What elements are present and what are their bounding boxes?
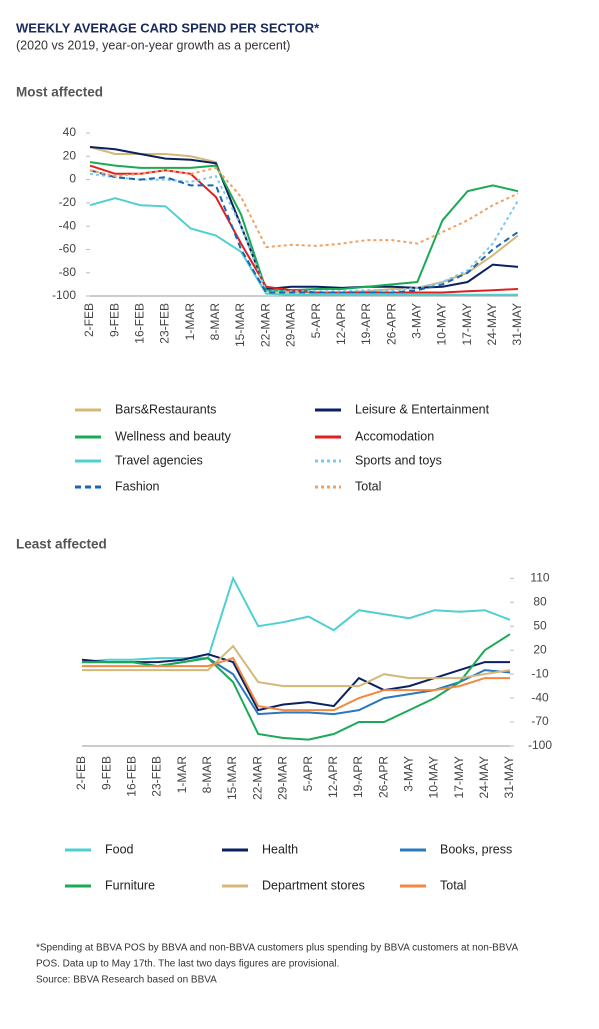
series-line	[89, 161, 519, 292]
x-tick-label: 9-FEB	[107, 303, 121, 337]
legend-label: Food	[105, 842, 134, 856]
series-line	[89, 169, 519, 294]
x-tick-label: 19-APR	[359, 303, 373, 345]
footnote: POS. Data up to May 17th. The last two d…	[36, 959, 339, 970]
x-tick-label: 24-MAY	[477, 756, 491, 798]
x-tick-label: 12-APR	[334, 303, 348, 345]
y-tick-label: 20	[533, 642, 547, 656]
legend-label: Department stores	[262, 878, 365, 892]
legend-label: Travel agencies	[115, 453, 203, 467]
legend-label: Wellness and beauty	[115, 429, 232, 443]
x-tick-label: 15-MAR	[233, 303, 247, 347]
x-tick-label: 19-APR	[351, 756, 365, 798]
legend-label: Furniture	[105, 878, 155, 892]
series-line	[89, 146, 519, 291]
legend-label: Accomodation	[355, 429, 434, 443]
y-tick-label: -20	[59, 195, 77, 209]
x-tick-label: 1-MAR	[183, 303, 197, 341]
x-tick-label: 17-MAY	[460, 303, 474, 345]
x-tick-label: 31-MAY	[502, 756, 516, 798]
x-tick-label: 24-MAY	[485, 303, 499, 345]
y-tick-label: 40	[63, 125, 77, 139]
x-tick-label: 31-MAY	[510, 303, 524, 345]
y-tick-label: 20	[63, 148, 77, 162]
x-tick-label: 5-APR	[309, 303, 323, 339]
x-tick-label: 8-MAR	[208, 303, 222, 341]
legend-label: Fashion	[115, 479, 160, 493]
section-title: Most affected	[16, 85, 103, 100]
x-tick-label: 16-FEB	[133, 303, 147, 344]
legend-label: Books, press	[440, 842, 512, 856]
x-tick-label: 16-FEB	[125, 756, 139, 797]
y-tick-label: -80	[59, 265, 77, 279]
subtitle: (2020 vs 2019, year-on-year growth as a …	[16, 38, 290, 52]
x-tick-label: 10-MAY	[427, 756, 441, 798]
x-tick-label: 26-APR	[384, 303, 398, 345]
x-tick-label: 10-MAY	[435, 303, 449, 345]
x-tick-label: 5-APR	[301, 756, 315, 792]
x-tick-label: 3-MAY	[401, 756, 415, 792]
x-tick-label: 12-APR	[326, 756, 340, 798]
x-tick-label: 23-FEB	[158, 303, 172, 344]
x-tick-label: 8-MAR	[200, 756, 214, 794]
title: WEEKLY AVERAGE CARD SPEND PER SECTOR*	[16, 20, 320, 35]
series-line	[89, 166, 519, 249]
x-tick-label: 15-MAR	[225, 756, 239, 800]
x-tick-label: 3-MAY	[409, 303, 423, 339]
y-tick-label: 0	[69, 172, 76, 186]
x-tick-label: 23-FEB	[150, 756, 164, 797]
y-tick-label: -100	[52, 288, 76, 302]
series-line	[81, 575, 511, 664]
x-tick-label: 2-FEB	[82, 303, 96, 337]
x-tick-label: 22-MAR	[250, 756, 264, 800]
section-title: Least affected	[16, 537, 107, 552]
y-tick-label: -10	[531, 666, 549, 680]
y-tick-label: -100	[528, 738, 552, 752]
y-tick-label: -40	[531, 690, 549, 704]
y-tick-label: -60	[59, 242, 77, 256]
x-tick-label: 9-FEB	[99, 756, 113, 790]
series-line	[89, 197, 518, 296]
x-tick-label: 17-MAY	[452, 756, 466, 798]
x-tick-label: 29-MAR	[276, 756, 290, 800]
x-tick-label: 22-MAR	[258, 303, 272, 347]
y-tick-label: 50	[533, 618, 547, 632]
y-tick-label: 80	[533, 594, 547, 608]
x-tick-label: 2-FEB	[74, 756, 88, 790]
x-tick-label: 1-MAR	[175, 756, 189, 794]
series-line	[89, 172, 519, 293]
x-tick-label: 26-APR	[376, 756, 390, 798]
footnote: *Spending at BBVA POS by BBVA and non-BB…	[36, 943, 518, 954]
legend-label: Sports and toys	[355, 453, 442, 467]
y-tick-label: -70	[531, 714, 549, 728]
legend-label: Health	[262, 842, 298, 856]
series-line	[82, 644, 511, 688]
legend-label: Total	[355, 479, 381, 493]
series-line	[89, 164, 519, 294]
y-tick-label: -40	[59, 218, 77, 232]
legend-label: Leisure & Entertainment	[355, 402, 490, 416]
x-tick-label: 29-MAR	[284, 303, 298, 347]
y-tick-label: 110	[530, 570, 549, 584]
footnote: Source: BBVA Research based on BBVA	[36, 975, 217, 986]
legend-label: Bars&Restaurants	[115, 402, 216, 416]
legend-label: Total	[440, 878, 466, 892]
series-line	[82, 656, 510, 712]
series-line	[81, 653, 510, 712]
